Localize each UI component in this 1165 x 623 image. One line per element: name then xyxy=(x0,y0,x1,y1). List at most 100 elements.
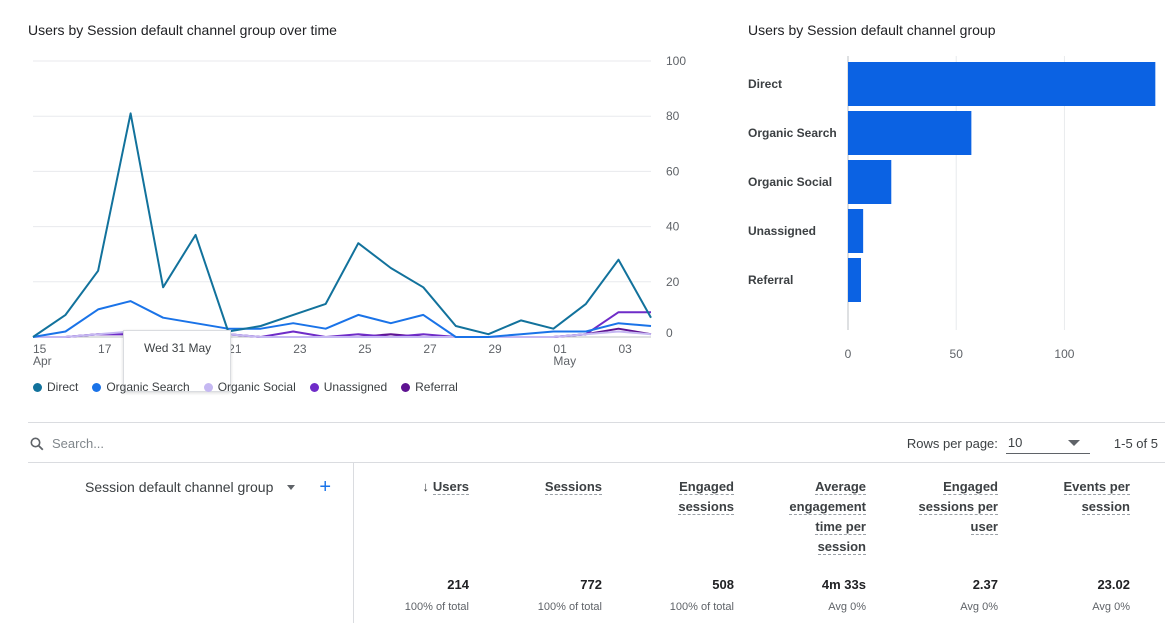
rows-per-page-value: 10 xyxy=(1007,435,1023,450)
x-tick-label: 0 xyxy=(845,347,852,361)
x-tick-label: 100 xyxy=(1054,347,1074,361)
metric-total-subtext: Avg 0% xyxy=(1092,601,1130,613)
legend-item[interactable]: Direct xyxy=(33,380,78,394)
chevron-down-icon xyxy=(1067,440,1080,446)
bar-unassigned[interactable] xyxy=(848,209,864,253)
legend-dot-icon xyxy=(92,382,102,392)
metric-column-header-text: sessions per xyxy=(918,499,998,515)
x-tick-label: 17 xyxy=(98,342,112,356)
bar-category-label: Direct xyxy=(748,77,782,91)
metric-total-subtext: Avg 0% xyxy=(828,601,866,613)
metric-column-header-text: sessions xyxy=(678,499,734,515)
legend-label: Organic Search xyxy=(106,380,190,394)
bar-chart-title: Users by Session default channel group xyxy=(748,22,996,38)
rows-per-page-select[interactable]: 10 xyxy=(1005,432,1090,454)
dimension-header[interactable]: Session default channel group + xyxy=(85,476,332,498)
column-separator xyxy=(353,462,354,623)
metric-total-value: 2.37 xyxy=(972,577,998,592)
chart-tooltip: Wed 31 May xyxy=(123,330,231,392)
bar-category-label: Organic Search xyxy=(748,126,837,140)
table-search[interactable]: Search... xyxy=(30,436,104,451)
metric-column-header-text: Average xyxy=(815,479,866,495)
y-tick-label: 0 xyxy=(666,326,673,340)
line-chart[interactable]: 10080604020015Apr1719212325272901May03 xyxy=(0,0,700,380)
metric-column-header-text: Events per xyxy=(1063,479,1130,495)
legend-item[interactable]: Organic Social xyxy=(203,380,296,394)
section-divider xyxy=(28,422,1165,423)
bar-organic-social[interactable] xyxy=(848,160,892,204)
tooltip-date: Wed 31 May xyxy=(144,341,212,355)
x-tick-label: 15 xyxy=(33,342,47,356)
legend-dot-icon xyxy=(33,382,42,392)
metric-column-header-text: Sessions xyxy=(544,479,602,495)
legend-item[interactable]: Organic Search xyxy=(92,380,190,394)
rows-per-page-label: Rows per page: xyxy=(906,435,998,451)
search-icon xyxy=(30,437,44,450)
x-tick-label: 50 xyxy=(950,347,964,361)
chevron-down-icon[interactable] xyxy=(287,484,296,490)
bar-referral[interactable] xyxy=(848,258,861,302)
sort-arrow-down-icon: ↓ xyxy=(422,479,429,494)
metric-column-header-text: session xyxy=(1081,499,1130,515)
legend-label: Referral xyxy=(415,380,458,394)
x-tick-label: 23 xyxy=(293,342,307,356)
y-tick-label: 100 xyxy=(666,54,686,68)
series-line-organic-search[interactable] xyxy=(32,300,652,338)
metric-column: Average engagement time per session 4m 33s Av… xyxy=(746,477,866,613)
x-tick-label: 29 xyxy=(488,342,502,356)
metric-column-header-text: engagement xyxy=(789,499,866,515)
table-top-border xyxy=(28,462,1165,463)
y-tick-label: 60 xyxy=(666,164,680,178)
x-tick-label: 25 xyxy=(358,342,372,356)
line-chart-title: Users by Session default channel group o… xyxy=(28,22,337,38)
dimension-header-label: Session default channel group xyxy=(85,479,274,495)
x-tick-sublabel: May xyxy=(553,354,576,368)
metric-total-value: 214 xyxy=(447,577,469,592)
x-tick-label: 21 xyxy=(228,342,242,356)
y-tick-label: 80 xyxy=(666,109,680,123)
metric-column-header[interactable]: Engaged sessions per user xyxy=(878,477,998,537)
metric-column: ↓ Users 214 100% of total xyxy=(349,477,469,613)
metric-column-header-text: Engaged xyxy=(943,479,998,495)
metric-column-header[interactable]: Average engagement time per session xyxy=(746,477,866,557)
metric-column: Engaged sessions per user 2.37 Avg 0% xyxy=(878,477,998,613)
metric-total-subtext: 100% of total xyxy=(404,601,469,613)
metric-column-header-text: Users xyxy=(432,479,469,495)
metric-total-subtext: Avg 0% xyxy=(960,601,998,613)
metric-column: Sessions 772 100% of total xyxy=(482,477,602,613)
metric-column-header-text: Engaged xyxy=(679,479,734,495)
metric-column-header[interactable]: Sessions xyxy=(482,477,602,497)
search-input[interactable]: Search... xyxy=(52,436,105,451)
metric-column-header[interactable]: ↓ Users xyxy=(349,477,469,497)
metric-total-subtext: 100% of total xyxy=(537,601,602,613)
x-tick-sublabel: Apr xyxy=(33,354,52,368)
metric-total-value: 4m 33s xyxy=(821,577,866,592)
metric-column-header[interactable]: Events per session xyxy=(1010,477,1130,517)
legend-item[interactable]: Unassigned xyxy=(309,380,388,394)
metric-total-value: 508 xyxy=(712,577,734,592)
metric-column-header-text: user xyxy=(970,519,998,535)
metric-column-header[interactable]: Engaged sessions xyxy=(614,477,734,517)
legend-label: Organic Social xyxy=(217,380,296,394)
x-tick-label: 03 xyxy=(618,342,632,356)
pagination-controls: Rows per page: 10 1-5 of 5 xyxy=(907,432,1158,454)
bar-category-label: Organic Social xyxy=(748,175,832,189)
metric-total-value: 23.02 xyxy=(1097,577,1130,592)
bar-chart[interactable]: 0 50 100 Direct Organic Search Organic Social… xyxy=(740,40,1165,380)
legend-item[interactable]: Referral xyxy=(401,380,458,394)
metric-column-header-text: session xyxy=(817,539,866,555)
bar-organic-search[interactable] xyxy=(848,111,972,155)
bar-direct[interactable] xyxy=(848,62,1156,106)
line-chart-legend: Direct Organic Search Organic Social Unassi… xyxy=(33,380,458,394)
x-tick-label: 01 xyxy=(553,342,567,356)
x-tick-label: 27 xyxy=(423,342,437,356)
metric-total-value: 772 xyxy=(580,577,602,592)
y-tick-label: 40 xyxy=(666,220,680,234)
legend-label: Unassigned xyxy=(323,380,388,394)
legend-dot-icon xyxy=(401,382,411,392)
metric-total-subtext: 100% of total xyxy=(669,601,734,613)
legend-dot-icon xyxy=(309,382,319,392)
add-dimension-icon[interactable]: + xyxy=(319,476,332,498)
series-line-direct[interactable] xyxy=(32,112,652,338)
metric-column: Engaged sessions 508 100% of total xyxy=(614,477,734,613)
